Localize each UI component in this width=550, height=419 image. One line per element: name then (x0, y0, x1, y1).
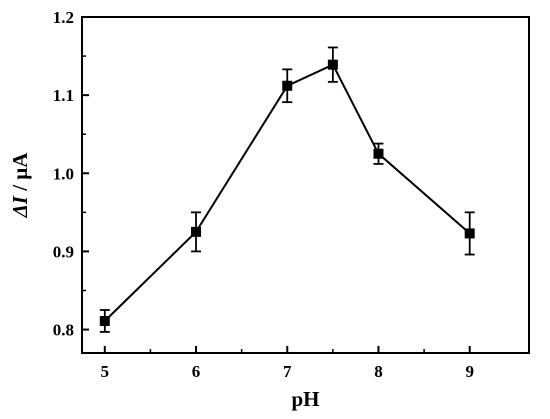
data-point (464, 228, 475, 239)
x-tick-label: 7 (283, 362, 292, 381)
plot-area (81, 16, 530, 354)
x-tick-label: 8 (374, 362, 383, 381)
data-point (282, 80, 293, 91)
y-tick-label: 1.1 (53, 86, 74, 105)
tick-labels: 5 6 7 8 9 0.8 0.9 1.0 1.1 1.2 (53, 8, 474, 381)
series-layer (99, 46, 475, 333)
x-tick-label: 9 (465, 362, 474, 381)
y-axis-label-unit: / μA (8, 152, 32, 196)
data-point (191, 226, 202, 237)
x-axis-label: pH (291, 387, 319, 411)
series-line (104, 63, 471, 322)
x-tick-label: 5 (101, 362, 110, 381)
axis-ticks (82, 16, 471, 353)
data-point (327, 59, 338, 70)
y-tick-label: 0.9 (53, 242, 74, 261)
plot-frame (81, 16, 530, 354)
y-axis-label: ΔI / μA (8, 152, 32, 219)
x-tick-label: 6 (192, 362, 201, 381)
data-point (99, 315, 110, 326)
y-tick-label: 1.2 (53, 8, 74, 27)
y-axis-label-symbol: ΔI (8, 195, 32, 218)
y-tick-label: 0.8 (53, 321, 74, 340)
data-point (373, 148, 384, 159)
y-tick-label: 1.0 (53, 164, 74, 183)
